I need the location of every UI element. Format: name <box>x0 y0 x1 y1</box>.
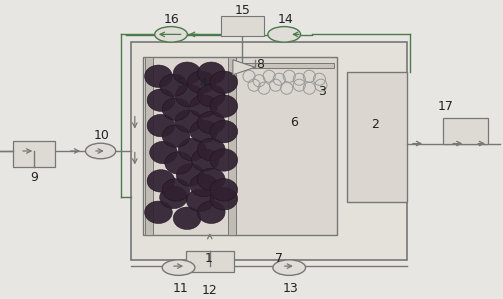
Ellipse shape <box>175 84 203 107</box>
Text: 11: 11 <box>172 282 188 295</box>
Ellipse shape <box>147 89 175 112</box>
Ellipse shape <box>210 179 237 201</box>
Ellipse shape <box>178 138 206 161</box>
Bar <box>228 57 236 235</box>
Ellipse shape <box>197 168 225 191</box>
Ellipse shape <box>176 164 204 186</box>
Ellipse shape <box>173 207 201 230</box>
Text: 4: 4 <box>200 77 208 90</box>
Ellipse shape <box>162 125 190 147</box>
Ellipse shape <box>162 179 190 201</box>
Ellipse shape <box>197 84 225 107</box>
Ellipse shape <box>159 186 187 209</box>
Ellipse shape <box>147 170 175 192</box>
Ellipse shape <box>210 71 237 94</box>
Bar <box>347 72 407 202</box>
Ellipse shape <box>175 110 202 132</box>
Ellipse shape <box>173 62 201 84</box>
Ellipse shape <box>273 260 305 275</box>
Ellipse shape <box>210 188 237 210</box>
Text: 12: 12 <box>202 283 218 297</box>
Bar <box>240 63 334 68</box>
Text: 10: 10 <box>94 129 110 142</box>
Ellipse shape <box>144 65 172 88</box>
Ellipse shape <box>190 95 217 117</box>
Ellipse shape <box>159 74 187 96</box>
Ellipse shape <box>149 141 177 164</box>
Bar <box>145 57 153 235</box>
Ellipse shape <box>210 120 237 143</box>
Ellipse shape <box>154 27 187 42</box>
Text: 16: 16 <box>164 13 180 26</box>
Bar <box>143 57 337 235</box>
Ellipse shape <box>268 27 300 42</box>
Ellipse shape <box>86 143 116 159</box>
Ellipse shape <box>197 62 225 84</box>
Ellipse shape <box>187 71 215 94</box>
Ellipse shape <box>197 138 225 161</box>
Ellipse shape <box>197 201 225 224</box>
Bar <box>443 118 488 144</box>
Text: 5: 5 <box>177 77 185 90</box>
Text: 15: 15 <box>234 4 250 17</box>
Ellipse shape <box>191 149 219 171</box>
Ellipse shape <box>197 111 225 134</box>
Bar <box>13 141 55 167</box>
Ellipse shape <box>186 189 214 212</box>
Ellipse shape <box>162 260 195 275</box>
Text: 17: 17 <box>437 100 453 113</box>
Text: 6: 6 <box>290 116 298 129</box>
Text: 3: 3 <box>318 85 326 98</box>
Ellipse shape <box>162 98 190 120</box>
Bar <box>221 16 264 36</box>
Text: 7: 7 <box>275 252 283 265</box>
Bar <box>131 42 407 260</box>
Polygon shape <box>233 60 255 75</box>
Text: 9: 9 <box>30 171 38 184</box>
Ellipse shape <box>147 114 175 137</box>
Ellipse shape <box>190 120 217 143</box>
Ellipse shape <box>210 95 237 117</box>
Text: 1: 1 <box>205 252 213 265</box>
Text: 8: 8 <box>257 58 265 71</box>
Ellipse shape <box>190 174 217 197</box>
Ellipse shape <box>210 149 237 171</box>
Ellipse shape <box>164 152 192 174</box>
Bar <box>186 251 234 272</box>
Ellipse shape <box>144 201 172 224</box>
Text: 14: 14 <box>278 13 294 26</box>
Text: 2: 2 <box>371 118 379 131</box>
Text: 13: 13 <box>283 282 299 295</box>
